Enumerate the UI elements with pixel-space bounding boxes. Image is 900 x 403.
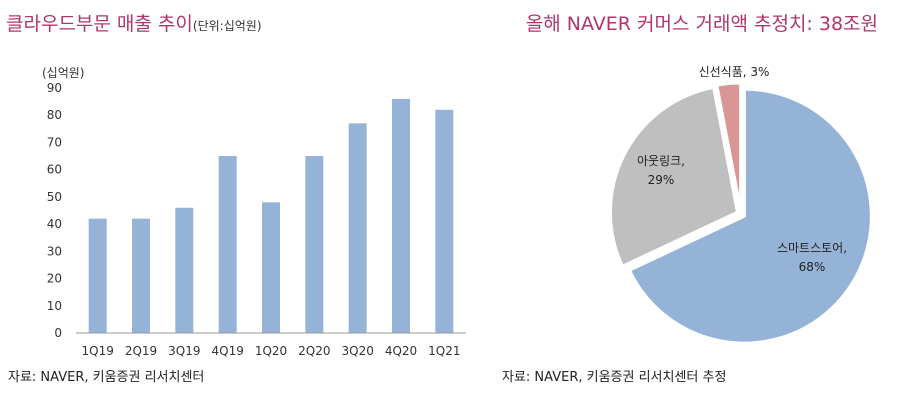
- y-tick-label: 80: [47, 108, 62, 122]
- x-tick-label: 1Q20: [255, 344, 287, 358]
- bar-chart-title-text: 클라우드부문 매출 추이: [6, 13, 193, 35]
- pie-slice-percent: 68%: [799, 260, 826, 274]
- pie-slice-label: 신선식품, 3%: [699, 65, 770, 79]
- bar-chart-source: 자료: NAVER, 키움증권 리서치센터: [8, 370, 205, 385]
- pie-chart: 스마트스토어, 68% 아웃링크, 29% 신선식품, 3%: [608, 65, 873, 345]
- bar-1Q21: [435, 109, 454, 334]
- x-tick-label: 1Q21: [428, 344, 460, 358]
- y-tick-label: 90: [47, 81, 62, 95]
- y-tick-label: 0: [54, 326, 62, 340]
- x-tick-label: 3Q19: [168, 344, 200, 358]
- x-tick-label: 1Q19: [81, 344, 113, 358]
- x-tick-label: 2Q20: [298, 344, 330, 358]
- bar-4Q19: [218, 156, 237, 333]
- pie-slice: [608, 85, 739, 268]
- pie-slice: [627, 87, 873, 345]
- pie-slice: [715, 81, 743, 212]
- bar-chart-title: 클라우드부문 매출 추이(단위:십억원): [6, 9, 262, 36]
- bar-3Q20: [348, 123, 367, 333]
- bar-2Q20: [305, 156, 324, 333]
- pie-slice-percent: 29%: [648, 173, 675, 187]
- x-tick-label: 2Q19: [125, 344, 157, 358]
- x-tick-label: 4Q20: [385, 344, 417, 358]
- y-tick-label: 60: [47, 163, 62, 177]
- bar-1Q20: [262, 202, 280, 333]
- bar-y-axis-label: (십억원): [42, 66, 84, 80]
- y-tick-label: 30: [47, 244, 62, 258]
- y-tick-label: 20: [47, 272, 62, 286]
- bar-2Q19: [132, 218, 150, 333]
- pie-chart-source: 자료: NAVER, 키움증권 리서치센터 추정: [502, 370, 727, 385]
- x-tick-label: 3Q20: [341, 344, 373, 358]
- y-tick-label: 40: [47, 217, 62, 231]
- bar-4Q20: [392, 98, 410, 333]
- bar-y-axis: 0 10 20 30 40 50 60 70 80 90: [47, 81, 62, 340]
- bar-3Q19: [175, 207, 194, 333]
- bar-chart-unit-note: (단위:십억원): [192, 19, 262, 33]
- y-tick-label: 50: [47, 190, 62, 204]
- bar-1Q19: [88, 218, 107, 333]
- x-tick-label: 4Q19: [211, 344, 243, 358]
- y-tick-label: 10: [47, 299, 62, 313]
- bar-x-axis: 1Q19 2Q19 3Q19 4Q19 1Q20 2Q20 3Q20 4Q20 1Q21: [81, 344, 460, 358]
- y-tick-label: 70: [47, 135, 62, 149]
- pie-slice-label: 스마트스토어,: [777, 241, 847, 255]
- pie-chart-title: 올해 NAVER 커머스 거래액 추정치: 38조원: [525, 13, 878, 35]
- bar-series: [88, 98, 454, 334]
- pie-slice-label: 아웃링크,: [637, 154, 685, 168]
